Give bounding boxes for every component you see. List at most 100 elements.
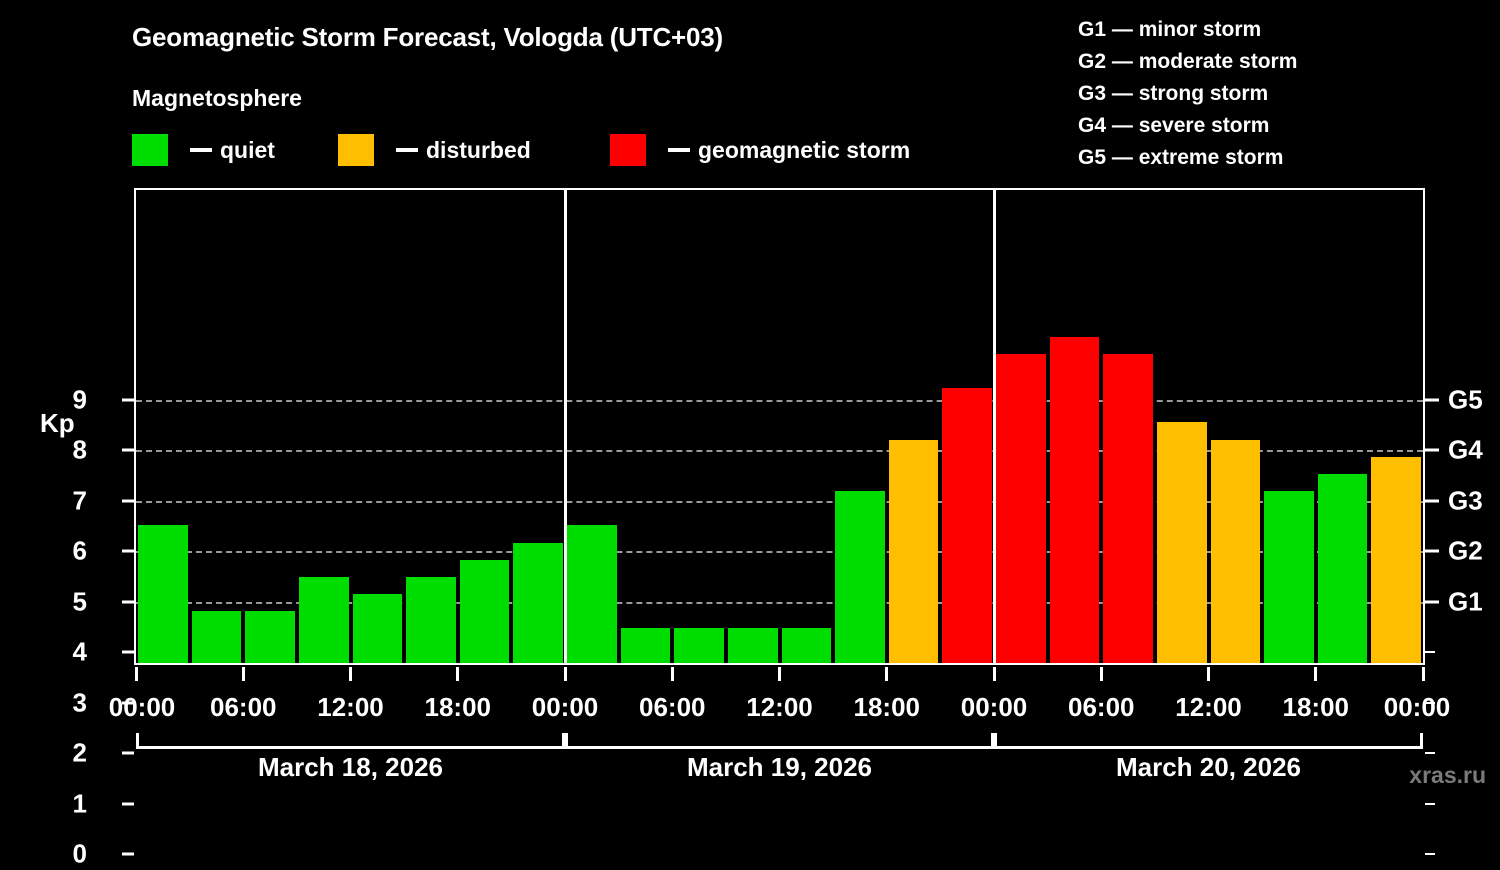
day-label-2: March 19, 2026: [686, 752, 872, 782]
x-tick-label-8: 00:00: [960, 692, 1028, 722]
g-legend-row-g3: G3 — strong storm: [1078, 78, 1498, 110]
y-tick-mark-0: [122, 852, 134, 856]
bar-3[interactable]: [298, 576, 349, 663]
gridline-kp-7: [136, 500, 1423, 503]
g-legend-separator: —: [1106, 50, 1139, 73]
g-legend-description: strong storm: [1138, 82, 1269, 105]
g-legend-row-g5: G5 — extreme storm: [1078, 142, 1498, 174]
y-tick-mark-5: [122, 600, 134, 604]
g-legend-description: moderate storm: [1138, 50, 1298, 73]
bar-8[interactable]: [567, 525, 617, 663]
bar-6[interactable]: [459, 559, 510, 663]
g-legend-description: extreme storm: [1138, 146, 1284, 169]
y-tick-mark-4: [122, 650, 134, 654]
legend-swatch-quiet: [132, 134, 168, 166]
bar-1[interactable]: [191, 611, 242, 663]
y-tick-mark-2: [122, 751, 134, 755]
g-legend-description: severe storm: [1138, 114, 1270, 137]
g-tick-mark-g1: [1425, 600, 1439, 604]
bar-20[interactable]: [1210, 439, 1261, 663]
plot-area: [134, 188, 1425, 665]
y-tick-mark-7: [122, 499, 134, 503]
y-tick-mark-8: [122, 448, 134, 452]
x-tick-mark-12: [1421, 667, 1425, 681]
x-tick-label-3: 18:00: [424, 692, 492, 722]
g-legend-code: G1: [1078, 18, 1107, 41]
g-legend-separator: —: [1106, 82, 1139, 105]
x-tick-mark-11: [1314, 667, 1318, 681]
bar-19[interactable]: [1156, 422, 1207, 663]
g-tick-label-g3: G3: [1448, 485, 1483, 516]
legend-dash-icon: [190, 148, 212, 152]
y-tick-label-9: 9: [72, 384, 87, 415]
bar-16[interactable]: [996, 353, 1046, 663]
bar-14[interactable]: [888, 439, 939, 663]
x-tick-label-11: 18:00: [1282, 692, 1350, 722]
g-legend-row-g2: G2 — moderate storm: [1078, 46, 1498, 78]
bar-7[interactable]: [513, 542, 563, 663]
x-tick-mark-9: [1099, 667, 1103, 681]
x-tick-mark-5: [670, 667, 674, 681]
x-tick-label-2: 12:00: [317, 692, 384, 722]
bar-23[interactable]: [1371, 456, 1421, 663]
legend-label: geomagnetic storm: [698, 136, 911, 163]
bar-5[interactable]: [406, 576, 456, 663]
gridline-kp-9: [136, 400, 1423, 402]
gridline-kp-6: [136, 551, 1423, 554]
y-tick-mark-3: [122, 701, 134, 705]
x-tick-label-6: 12:00: [746, 692, 813, 722]
bar-13[interactable]: [835, 491, 885, 663]
day-label-3: March 20, 2026: [1115, 752, 1301, 782]
y-tick-label-5: 5: [72, 586, 87, 617]
watermark: xras.ru: [1409, 762, 1486, 788]
bar-22[interactable]: [1317, 473, 1368, 663]
g-tick-mark-g2: [1425, 549, 1439, 553]
g-tick-mark-g5: [1425, 398, 1439, 402]
x-tick-label-7: 18:00: [853, 692, 921, 722]
bar-0[interactable]: [138, 525, 188, 663]
bar-12[interactable]: [781, 628, 832, 663]
x-tick-label-4: 00:00: [531, 692, 599, 722]
g-legend-separator: —: [1106, 114, 1139, 137]
g-legend-code: G5: [1078, 146, 1107, 169]
x-tick-label-9: 06:00: [1068, 692, 1135, 722]
g-legend-description: minor storm: [1138, 18, 1262, 41]
bar-11[interactable]: [727, 628, 778, 663]
x-tick-mark-10: [1207, 667, 1210, 681]
day-bracket-3: [994, 733, 1423, 749]
x-tick-mark-2: [349, 667, 352, 681]
y-tick-label-1: 1: [72, 788, 87, 819]
bar-18[interactable]: [1103, 353, 1153, 663]
legend-dash-icon: [668, 148, 690, 152]
g-tick-label-g2: G2: [1448, 535, 1483, 566]
day-bracket-1: [136, 733, 565, 749]
y-tick-label-0: 0: [72, 838, 87, 869]
g-legend-code: G2: [1078, 50, 1107, 73]
bar-15[interactable]: [942, 388, 992, 663]
g-tick-mark-g3: [1425, 499, 1439, 503]
y-tick-mark-9: [122, 398, 134, 402]
x-tick-mark-4: [563, 667, 567, 681]
legend-entry-quiet: quiet: [132, 133, 275, 167]
bar-10[interactable]: [674, 628, 724, 663]
bar-2[interactable]: [245, 611, 295, 663]
legend-entry-geomagnetic: geomagnetic storm: [610, 133, 910, 167]
g-legend-row-g4: G4 — severe storm: [1078, 110, 1498, 142]
legend-label: disturbed: [426, 136, 531, 163]
day-label-1: March 18, 2026: [257, 752, 443, 782]
day-separator-2: [992, 190, 996, 663]
x-tick-label-12: 00:00: [1383, 692, 1451, 722]
legend-entry-disturbed: disturbed: [338, 133, 531, 167]
bar-9[interactable]: [620, 628, 671, 663]
x-tick-label-10: 12:00: [1175, 692, 1242, 722]
y-tick-label-6: 6: [72, 535, 87, 566]
x-tick-mark-6: [778, 667, 781, 681]
bar-4[interactable]: [352, 594, 403, 663]
y-tick-label-8: 8: [72, 434, 87, 465]
bar-21[interactable]: [1264, 491, 1314, 663]
legend-swatch-disturbed: [338, 134, 374, 166]
y-tick-mark-1: [122, 802, 134, 806]
bar-17[interactable]: [1049, 336, 1100, 663]
gridline-kp-5: [136, 601, 1423, 604]
g-minor-mark-4: [1425, 651, 1435, 654]
